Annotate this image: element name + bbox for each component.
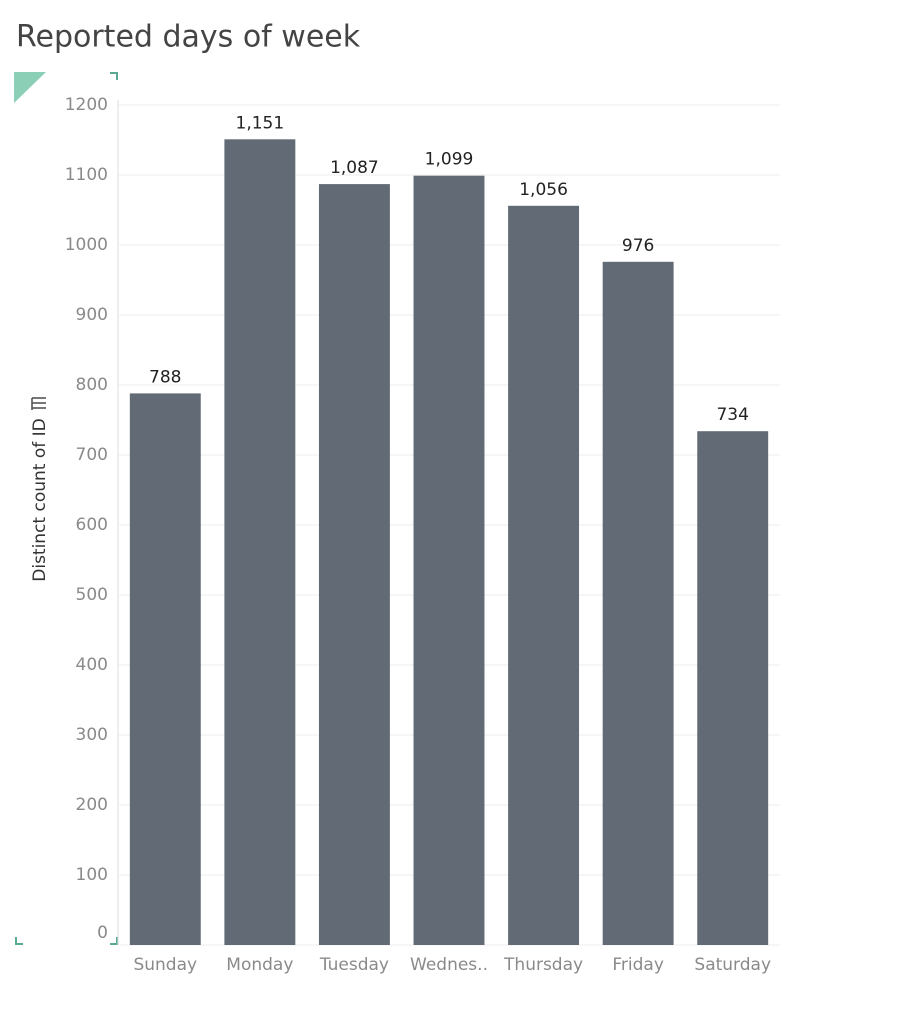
y-axis-label: Distinct count of ID bbox=[30, 418, 50, 582]
value-label: 1,056 bbox=[519, 180, 568, 200]
x-tick-label: Friday bbox=[612, 955, 664, 975]
sort-icon bbox=[31, 397, 46, 410]
x-tick-label: Monday bbox=[226, 955, 293, 975]
bar bbox=[413, 175, 485, 945]
y-tick-label: 700 bbox=[76, 445, 108, 465]
corner-marker bbox=[14, 72, 46, 103]
chart-title: Reported days of week bbox=[16, 20, 361, 55]
y-tick-label: 1200 bbox=[65, 95, 108, 115]
bar bbox=[697, 431, 769, 945]
y-tick-label: 200 bbox=[76, 795, 108, 815]
corner-bracket bbox=[15, 937, 23, 945]
y-tick-label: 100 bbox=[76, 865, 108, 885]
y-tick-label: 1000 bbox=[65, 235, 108, 255]
x-tick-label: Tuesday bbox=[319, 955, 389, 975]
value-label: 1,087 bbox=[330, 158, 379, 178]
corner-bracket bbox=[110, 937, 118, 945]
value-label: 734 bbox=[716, 405, 748, 425]
y-tick-label: 400 bbox=[76, 655, 108, 675]
x-tick-label: Sunday bbox=[133, 955, 197, 975]
bar bbox=[602, 261, 674, 945]
bar bbox=[129, 393, 201, 945]
y-tick-label: 300 bbox=[76, 725, 108, 745]
x-tick-label: Thursday bbox=[503, 955, 583, 975]
value-label: 1,151 bbox=[236, 113, 285, 133]
x-tick-label: Saturday bbox=[694, 955, 771, 975]
y-tick-label: 800 bbox=[76, 375, 108, 395]
y-tick-label: 600 bbox=[76, 515, 108, 535]
value-label: 788 bbox=[149, 367, 181, 387]
y-tick-label: 1100 bbox=[65, 165, 108, 185]
corner-bracket bbox=[110, 72, 118, 80]
x-tick-label: Wednes.. bbox=[410, 955, 488, 975]
y-tick-label: 900 bbox=[76, 305, 108, 325]
y-tick-label: 0 bbox=[97, 923, 108, 943]
value-label: 976 bbox=[622, 236, 654, 256]
bar bbox=[224, 139, 296, 946]
value-label: 1,099 bbox=[425, 150, 474, 170]
bar bbox=[508, 205, 580, 946]
y-tick-label: 500 bbox=[76, 585, 108, 605]
bar bbox=[318, 184, 390, 946]
